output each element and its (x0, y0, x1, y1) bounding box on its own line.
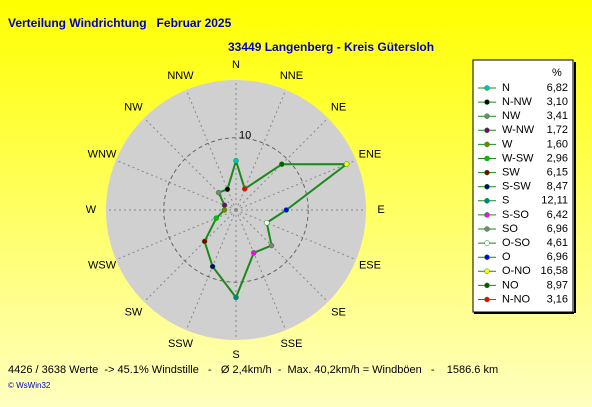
data-point (201, 238, 208, 245)
legend-marker (484, 212, 490, 218)
legend-label: N (502, 82, 510, 94)
spoke (143, 117, 237, 211)
legend-value: 4,61 (547, 237, 568, 249)
chart-title: Verteilung Windrichtung Februar 2025 (8, 16, 232, 30)
legend-marker (484, 99, 490, 105)
legend-label: W (502, 138, 513, 150)
data-point (213, 215, 219, 221)
legend-label: S-SW (502, 181, 531, 193)
legend-label: S-SO (502, 209, 529, 221)
legend-label: SO (502, 223, 518, 235)
data-point (250, 250, 257, 256)
legend-marker (484, 155, 490, 162)
legend-value: 12,11 (541, 195, 568, 207)
footer: 4426 / 3638 Werte -> 45.1% Windstille - … (8, 364, 498, 376)
spoke (115, 159, 237, 211)
direction-label: SW (125, 306, 143, 318)
legend-value: 3,10 (547, 96, 568, 108)
data-point (241, 186, 248, 192)
legend-label: O (502, 251, 511, 263)
legend-value: 8,97 (547, 279, 568, 291)
data-point (221, 202, 228, 208)
legend-value: 8,47 (547, 181, 568, 193)
direction-label: ESE (359, 259, 381, 271)
spoke (185, 209, 237, 331)
data-point (233, 294, 239, 301)
legend-label: S (502, 195, 509, 207)
grid-ring (163, 137, 309, 283)
legend-value: 1,72 (547, 124, 568, 136)
data-point (279, 161, 285, 167)
direction-label: NE (331, 101, 346, 113)
legend-label: NW (502, 110, 521, 122)
direction-label: NNE (280, 70, 303, 82)
direction-label: S (232, 349, 239, 361)
data-point (221, 207, 228, 213)
legend-marker (484, 113, 490, 119)
legend-label: N-NO (502, 293, 531, 305)
legend-marker (484, 85, 490, 91)
direction-label: SSE (280, 338, 302, 350)
data-point (209, 263, 216, 270)
legend-value: 1,60 (547, 138, 568, 150)
legend-marker (484, 169, 490, 176)
legend-value: 3,16 (547, 293, 568, 305)
legend-label: SW (502, 167, 520, 179)
spoke (235, 209, 357, 261)
legend-marker (484, 296, 490, 303)
legend-label: O-SO (502, 237, 531, 249)
legend-value: 3,41 (547, 110, 568, 122)
data-point (224, 186, 231, 193)
chart-subtitle: 33449 Langenberg - Kreis Gütersloh (228, 40, 434, 54)
legend-header: % (552, 67, 562, 79)
legend-marker (484, 254, 490, 260)
legend-value: 6,96 (547, 251, 568, 263)
legend-value: 6,82 (547, 82, 568, 94)
legend-label: N-NW (502, 96, 533, 108)
legend-label: O-NO (502, 265, 531, 277)
r-tick-label: 10 (239, 130, 251, 142)
data-point (283, 207, 290, 213)
data-point (343, 161, 350, 167)
data-point (233, 157, 239, 164)
legend-label: W-NW (502, 124, 535, 136)
direction-label: E (377, 204, 384, 216)
direction-label: W (86, 204, 97, 216)
spoke (235, 209, 329, 303)
legend-value: 16,58 (540, 265, 568, 277)
legend-marker (484, 226, 490, 232)
legend-marker (484, 127, 490, 134)
legend-value: 6,15 (547, 167, 568, 179)
legend-marker (484, 282, 490, 289)
legend-marker (484, 268, 490, 275)
legend-value: 6,42 (547, 209, 568, 221)
data-point (268, 242, 275, 249)
legend-marker (484, 198, 490, 204)
legend-label: W-SW (502, 152, 534, 164)
direction-label: SE (331, 306, 346, 318)
legend-value: 6,96 (547, 223, 568, 235)
direction-label: SSW (168, 338, 194, 350)
legend-marker (484, 183, 490, 190)
spoke (235, 209, 287, 331)
direction-label: WNW (88, 148, 117, 160)
direction-label: ENE (359, 148, 382, 160)
direction-label: NW (124, 101, 143, 113)
legend-label: NO (502, 279, 519, 291)
legend-value: 2,96 (547, 152, 568, 164)
credit: © WsWin32 (8, 381, 51, 390)
spoke (235, 159, 357, 211)
data-point (264, 219, 270, 226)
direction-label: N (232, 59, 240, 71)
direction-label: WSW (88, 259, 117, 271)
spoke (143, 209, 237, 303)
data-point (215, 189, 222, 196)
legend-marker (484, 141, 490, 148)
legend-marker (484, 240, 490, 246)
direction-label: NNW (167, 70, 194, 82)
